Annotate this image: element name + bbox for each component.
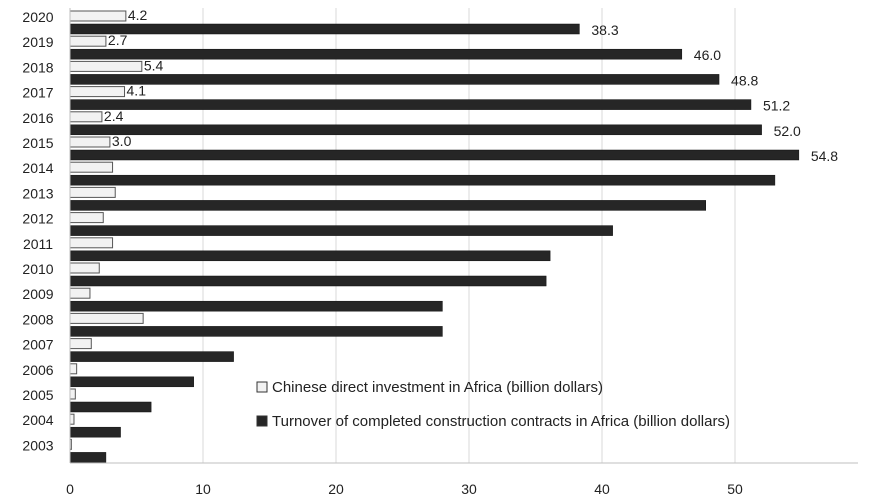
turnover-bar [69, 351, 234, 362]
turnover-value-label: 46.0 [694, 47, 721, 63]
year-label: 2016 [22, 110, 53, 126]
investment-bar [69, 338, 92, 350]
investment-bar [69, 363, 78, 375]
turnover-value-label: 38.3 [591, 22, 618, 38]
investment-value-label: 4.1 [127, 83, 147, 99]
x-tick-label: 10 [195, 481, 211, 497]
turnover-bar [69, 200, 706, 211]
legend-swatch [256, 381, 268, 393]
investment-bar [69, 413, 75, 425]
year-label: 2010 [22, 261, 53, 277]
investment-bar [69, 111, 103, 123]
turnover-value-label: 51.2 [763, 98, 790, 114]
investment-bar [69, 136, 111, 148]
investment-value-label: 2.4 [104, 108, 124, 124]
year-label: 2019 [22, 34, 53, 50]
turnover-bar [69, 124, 762, 136]
x-tick-label: 40 [594, 481, 610, 497]
turnover-value-label: 48.8 [731, 72, 758, 88]
year-label: 2007 [22, 337, 53, 353]
year-label: 2003 [22, 437, 53, 453]
investment-value-label: 4.2 [128, 7, 148, 23]
year-label: 2014 [22, 160, 53, 176]
turnover-value-label: 54.8 [811, 148, 838, 164]
year-label: 2009 [22, 286, 53, 302]
year-label: 2018 [22, 59, 53, 75]
turnover-bar [69, 401, 152, 413]
turnover-bar [69, 23, 580, 35]
investment-bar [69, 186, 116, 198]
turnover-bar [69, 250, 551, 262]
turnover-bar [69, 275, 547, 287]
turnover-bar [69, 99, 752, 110]
investment-bar [69, 60, 143, 72]
investment-bar [69, 35, 107, 47]
year-label: 2005 [22, 387, 53, 403]
investment-bar [69, 86, 126, 98]
year-label: 2015 [22, 135, 53, 151]
investment-bar [69, 10, 127, 22]
legend-label: Turnover of completed construction contr… [272, 413, 730, 430]
legend-label: Chinese direct investment in Africa (bil… [272, 379, 603, 396]
x-tick-label: 20 [328, 481, 344, 497]
investment-bar [69, 287, 91, 299]
turnover-bar [69, 376, 194, 388]
investment-value-label: 3.0 [112, 133, 132, 149]
year-label: 2008 [22, 311, 53, 327]
investment-bar [69, 312, 144, 324]
investment-bar [69, 161, 114, 173]
investment-value-label: 2.7 [108, 32, 128, 48]
investment-bar [69, 212, 104, 224]
year-label: 2011 [23, 236, 53, 252]
year-label: 2006 [22, 362, 53, 378]
turnover-bar [69, 300, 443, 312]
year-label: 2020 [22, 9, 53, 25]
turnover-value-label: 52.0 [774, 123, 801, 139]
turnover-bar [69, 225, 613, 236]
turnover-bar [69, 74, 720, 85]
year-label: 2004 [22, 412, 53, 428]
investment-bar [69, 262, 100, 274]
investment-bar [69, 388, 76, 400]
year-label: 2012 [22, 211, 53, 227]
turnover-bar [69, 426, 121, 438]
turnover-bar [69, 174, 776, 186]
x-tick-label: 30 [461, 481, 477, 497]
investment-bar [69, 237, 114, 249]
year-label: 2013 [22, 185, 53, 201]
legend-swatch [256, 415, 268, 427]
turnover-bar [69, 149, 800, 161]
turnover-bar [69, 326, 443, 337]
x-tick-label: 50 [727, 481, 743, 497]
turnover-bar [69, 452, 107, 463]
year-label: 2017 [22, 85, 53, 101]
x-tick-label: 0 [66, 481, 74, 497]
investment-value-label: 5.4 [144, 57, 164, 73]
